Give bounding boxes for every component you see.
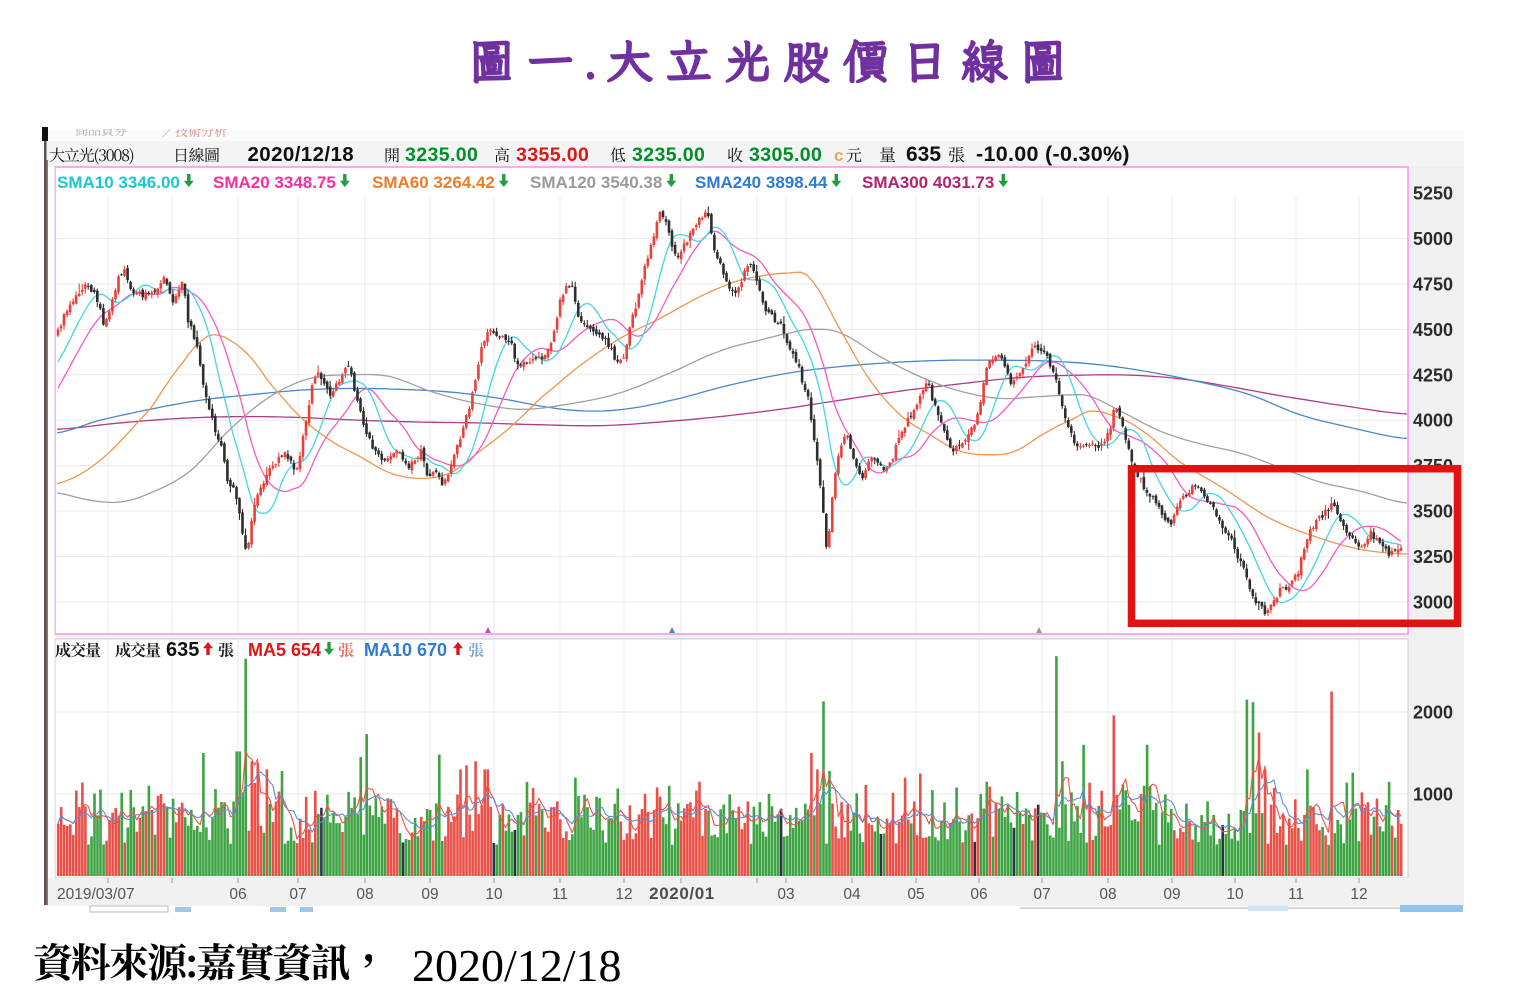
svg-text:10: 10 [485,886,503,903]
svg-text:03: 03 [777,886,794,903]
svg-text:04: 04 [843,886,861,903]
svg-text:3235.00: 3235.00 [632,144,705,166]
svg-text:4000: 4000 [1413,411,1453,431]
svg-text:4750: 4750 [1413,274,1453,294]
svg-text:635: 635 [166,639,199,661]
svg-text:2000: 2000 [1413,703,1453,723]
svg-text:-10.00 (-0.30%): -10.00 (-0.30%) [976,142,1130,166]
svg-text:4250: 4250 [1413,365,1453,385]
svg-text:3235.00: 3235.00 [405,144,478,166]
svg-text:3355.00: 3355.00 [516,144,589,166]
svg-text:07: 07 [289,886,306,903]
svg-text:11: 11 [552,886,568,903]
svg-text:SMA120 3540.38: SMA120 3540.38 [530,173,662,192]
svg-text:2020/01: 2020/01 [649,884,715,903]
svg-text:07: 07 [1033,886,1050,903]
svg-text:5000: 5000 [1413,229,1453,249]
svg-text:SMA240 3898.44: SMA240 3898.44 [695,173,828,192]
svg-text:1000: 1000 [1413,785,1453,805]
svg-text:2019/03/07: 2019/03/07 [57,886,135,903]
svg-text:SMA20 3348.75: SMA20 3348.75 [213,173,336,192]
svg-text:12: 12 [615,886,632,903]
svg-text:08: 08 [356,886,373,903]
svg-text:12: 12 [1350,886,1367,903]
svg-text:06: 06 [970,886,987,903]
svg-text:2020/12/18: 2020/12/18 [412,940,622,991]
svg-text:635: 635 [906,143,941,166]
svg-text:06: 06 [229,886,246,903]
svg-text:3500: 3500 [1413,502,1453,522]
svg-text:05: 05 [907,886,924,903]
svg-text:3305.00: 3305.00 [749,144,822,166]
svg-text:SMA300 4031.73: SMA300 4031.73 [862,173,994,192]
svg-text:5250: 5250 [1413,184,1453,204]
svg-text:10: 10 [1226,886,1244,903]
svg-text:c: c [834,146,843,165]
svg-text:MA10 670: MA10 670 [364,640,447,660]
svg-text:SMA10 3346.00: SMA10 3346.00 [57,173,180,192]
svg-text:3250: 3250 [1413,547,1453,567]
svg-text:2020/12/18: 2020/12/18 [248,143,355,166]
svg-text:08: 08 [1099,886,1116,903]
svg-text:11: 11 [1288,886,1304,903]
svg-text:3000: 3000 [1413,593,1453,613]
svg-text:MA5 654: MA5 654 [248,640,321,660]
svg-text:09: 09 [421,886,438,903]
svg-text:09: 09 [1163,886,1180,903]
svg-text:4500: 4500 [1413,320,1453,340]
svg-text:SMA60 3264.42: SMA60 3264.42 [372,173,495,192]
